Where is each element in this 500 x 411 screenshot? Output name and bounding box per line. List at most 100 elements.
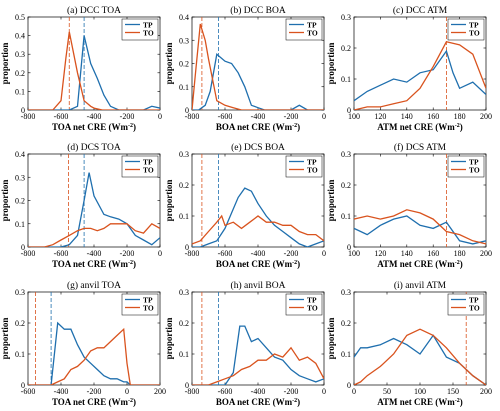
x-axis-label: TOA net CRE (Wm-2) [52,259,136,269]
panel-title: (e) DCS BOA [231,142,285,153]
y-axis-label: proportion [164,318,174,360]
y-tick-label: 0.1 [15,87,25,96]
x-tick-label: -200 [284,387,299,396]
panel-7: (g) anvil TOA -600 -400 -200 0 200 0 0.1 0.2 0.3 T… [0,280,166,407]
series-tp [192,325,324,385]
x-axis-label: TOA net CRE (Wm-2) [52,397,136,407]
y-axis-label: proportion [0,43,10,85]
x-tick-label: 0 [322,249,326,258]
x-tick-label: -400 [87,249,102,258]
panel-6: (f) DCS ATM 100 120 140 160 180 200 0 0.1 0.2 0.3 A… [326,142,492,269]
series-to [354,328,486,385]
x-tick-label: -800 [185,249,200,258]
x-tick-label: -800 [185,112,200,121]
x-tick-label: 0 [158,249,162,258]
x-tick-label: -200 [120,249,135,258]
panel-5: (e) DCS BOA -800 -600 -400 -200 0 0 0.1 0.2 0.3 BO… [164,142,326,269]
y-tick-label: 0.1 [341,212,351,221]
panel-title: (g) anvil TOA [67,280,121,291]
x-tick-label: -400 [87,112,102,121]
x-tick-label: 0 [322,387,326,396]
x-tick-label: -400 [251,112,266,121]
x-tick-label: 150 [447,387,459,396]
legend-label-tp: TP [307,158,317,167]
series-tp [192,187,324,247]
x-axis-label: TOA net CRE (Wm-2) [52,122,136,132]
x-tick-label: 0 [322,112,326,121]
x-axis-label: ATM net CRE (Wm-2) [377,397,463,407]
y-tick-label: 0.3 [341,288,351,297]
x-tick-label: 200 [480,112,492,121]
legend-label-tp: TP [307,296,317,305]
y-tick-label: 0.2 [341,181,351,190]
legend-label-to: TO [469,304,480,313]
x-tick-label: -800 [185,387,200,396]
y-tick-label: 0 [21,106,25,115]
x-tick-label: -600 [21,387,36,396]
y-axis-label: proportion [326,318,336,360]
x-tick-label: 0 [352,387,356,396]
x-tick-label: -800 [21,112,36,121]
x-axis-label: ATM net CRE (Wm-2) [377,259,463,269]
y-tick-label: 0.2 [179,319,189,328]
x-tick-label: -600 [218,249,233,258]
y-tick-label: 0.2 [15,319,25,328]
legend-label-tp: TP [143,296,153,305]
legend-label-to: TO [307,29,318,38]
x-tick-label: 100 [348,112,360,121]
y-tick-label: 0.5 [15,13,25,22]
panel-title: (c) DCC ATM [393,5,448,16]
y-axis-label: proportion [326,43,336,85]
x-axis-label: ATM net CRE (Wm-2) [377,122,463,132]
y-axis-label: proportion [164,43,174,85]
y-tick-label: 0.3 [179,150,189,159]
panel-1: (a) DCC TOA -800 -600 -400 -200 0 0 0.1 0.2 0.3 0.… [0,5,162,132]
x-tick-label: -600 [218,387,233,396]
y-tick-label: 0.4 [15,32,25,41]
y-tick-label: 0.1 [341,350,351,359]
x-tick-label: 50 [383,387,391,396]
panel-3: (c) DCC ATM 100 120 140 160 180 200 0 0.1 0.2 0.3 A… [326,5,492,132]
y-tick-label: 0.1 [179,350,189,359]
legend-label-to: TO [143,304,154,313]
x-tick-label: 120 [374,249,386,258]
series-tp [354,49,486,102]
x-tick-label: -400 [54,387,69,396]
y-tick-label: 0 [185,106,189,115]
x-tick-label: -400 [251,249,266,258]
legend-label-to: TO [469,29,480,38]
x-tick-label: 200 [480,387,492,396]
y-tick-label: 0.3 [15,288,25,297]
y-tick-label: 0.3 [179,36,189,45]
y-axis-label: proportion [0,180,10,222]
x-tick-label: 140 [401,112,413,121]
y-tick-label: 0 [185,381,189,390]
x-tick-label: 120 [374,112,386,121]
x-tick-label: 180 [454,249,466,258]
x-axis-label: BOA net CRE (Wm-2) [216,397,300,407]
x-tick-label: 0 [125,387,129,396]
series-tp [192,52,324,110]
panel-title: (f) DCS ATM [394,142,447,153]
legend-label-tp: TP [143,21,153,30]
y-tick-label: 0.2 [15,69,25,78]
panel-title: (b) DCC BOA [230,5,286,16]
panel-2: (b) DCC BOA -800 -600 -400 -200 0 0 0.1 0.2 0.3 0.… [164,5,326,132]
panel-title: (d) DCS TOA [67,142,121,153]
x-tick-label: 200 [480,249,492,258]
x-tick-label: 100 [348,249,360,258]
panel-title: (a) DCC TOA [67,5,121,16]
y-tick-label: 0 [347,243,351,252]
series-to [354,209,486,245]
y-tick-label: 0 [21,243,25,252]
x-tick-label: -600 [218,112,233,121]
panel-title: (h) anvil BOA [231,280,286,291]
plot-frame [353,16,487,111]
legend-label-tp: TP [469,296,479,305]
y-tick-label: 0.2 [179,60,189,69]
y-tick-label: 0.2 [341,319,351,328]
y-tick-label: 0.1 [15,350,25,359]
x-tick-label: -400 [251,387,266,396]
y-tick-label: 0.2 [15,197,25,206]
legend-label-to: TO [307,166,318,175]
